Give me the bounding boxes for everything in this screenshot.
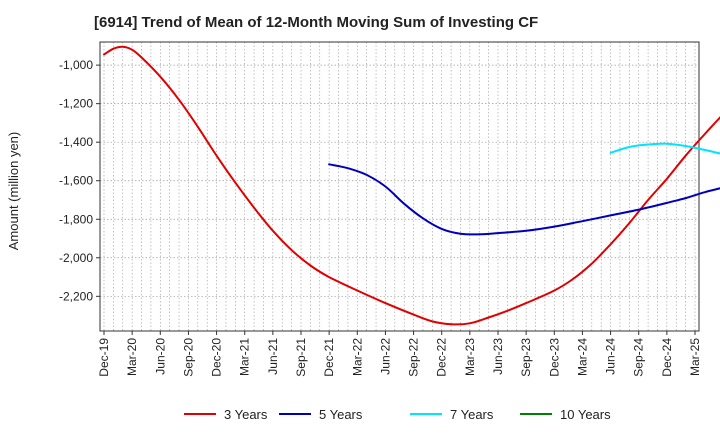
x-tick-label: Sep-24 xyxy=(632,338,646,377)
x-tick-label: Mar-20 xyxy=(125,338,139,376)
x-tick-label: Mar-23 xyxy=(463,338,477,376)
y-tick-label: -1,600 xyxy=(59,174,93,188)
x-tick-label: Dec-19 xyxy=(97,338,111,377)
x-tick-label: Sep-22 xyxy=(407,338,421,377)
series-layer xyxy=(103,45,720,326)
legend-label-7-years: 7 Years xyxy=(450,407,494,422)
x-tick-label: Sep-21 xyxy=(294,338,308,377)
x-tick-label: Jun-20 xyxy=(153,338,167,375)
series-line-7-years xyxy=(609,142,720,155)
y-tick-label: -2,000 xyxy=(59,251,93,265)
legend: 3 Years 5 Years 7 Years 10 Years xyxy=(184,407,611,422)
x-tick-label: Sep-23 xyxy=(519,338,533,377)
y-tick-label: -1,000 xyxy=(59,58,93,72)
x-tick-label: Mar-21 xyxy=(238,338,252,376)
grid-layer xyxy=(100,42,699,331)
legend-label-3-years: 3 Years xyxy=(224,407,268,422)
x-tick-label: Sep-20 xyxy=(181,338,195,377)
x-tick-label: Dec-23 xyxy=(547,338,561,377)
x-tick-label: Dec-24 xyxy=(660,338,674,377)
x-tick-label: Dec-20 xyxy=(210,338,224,377)
x-tick-label: Mar-22 xyxy=(350,338,364,376)
x-tick-label: Mar-24 xyxy=(575,338,589,376)
y-axis-title: Amount (million yen) xyxy=(6,132,21,251)
y-tick-label: -1,800 xyxy=(59,212,93,226)
y-tick-label: -2,200 xyxy=(59,289,93,303)
x-tick-label: Jun-22 xyxy=(378,338,392,375)
legend-label-10-years: 10 Years xyxy=(560,407,611,422)
plot-area xyxy=(100,42,699,331)
series-line-3-years xyxy=(103,45,720,326)
y-tick-label: -1,200 xyxy=(59,97,93,111)
chart-title: [6914] Trend of Mean of 12-Month Moving … xyxy=(94,14,539,31)
x-tick-label: Dec-22 xyxy=(435,338,449,377)
tick-layer: -1,000 -1,200 -1,400 -1,600 -1,800 -2,000 -2,2… xyxy=(59,58,702,377)
legend-label-5-years: 5 Years xyxy=(319,407,363,422)
y-tick-label: -1,400 xyxy=(59,135,93,149)
x-tick-label: Jun-24 xyxy=(604,338,618,375)
x-tick-label: Jun-23 xyxy=(491,338,505,375)
series-line-5-years xyxy=(328,163,720,236)
x-tick-label: Jun-21 xyxy=(266,338,280,375)
x-tick-label: Dec-21 xyxy=(322,338,336,377)
plot-border xyxy=(99,41,700,332)
x-tick-label: Mar-25 xyxy=(688,338,702,376)
